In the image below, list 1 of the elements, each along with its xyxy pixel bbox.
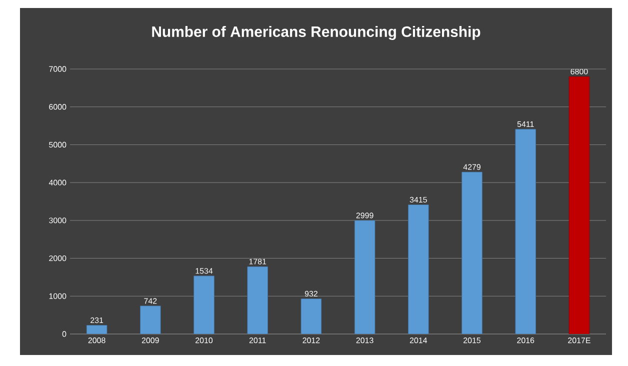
chart-title: Number of Americans Renouncing Citizenship	[152, 26, 480, 40]
